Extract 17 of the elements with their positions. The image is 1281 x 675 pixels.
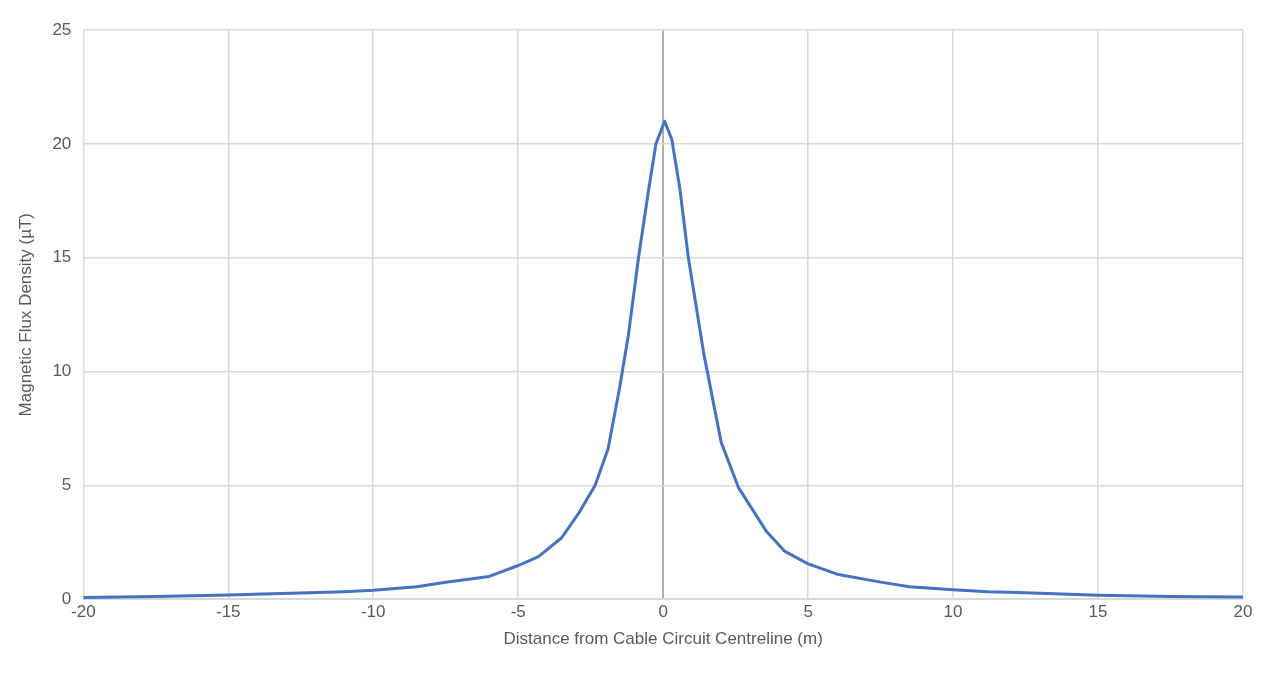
- y-tick-label: 20: [52, 133, 72, 153]
- y-tick-label: 5: [61, 475, 72, 495]
- x-axis-title: Distance from Cable Circuit Centreline (m): [503, 629, 823, 649]
- x-tick-label: 20: [1233, 602, 1253, 622]
- x-tick-label: -20: [71, 602, 96, 622]
- x-tick-label: -15: [215, 602, 241, 622]
- x-tick-label: 0: [658, 602, 668, 622]
- x-tick-label: 15: [1088, 602, 1108, 622]
- y-axis-title: Magnetic Flux Density (µT): [15, 212, 35, 417]
- y-tick-label: 10: [52, 361, 72, 381]
- x-tick-label: 5: [803, 602, 813, 622]
- x-tick-label: -10: [360, 602, 386, 622]
- y-tick-label: 25: [52, 19, 72, 39]
- y-tick-label: 15: [52, 247, 72, 267]
- x-tick-label: 10: [943, 602, 963, 622]
- y-tick-label: 0: [61, 588, 72, 608]
- x-tick-label: -5: [510, 602, 526, 622]
